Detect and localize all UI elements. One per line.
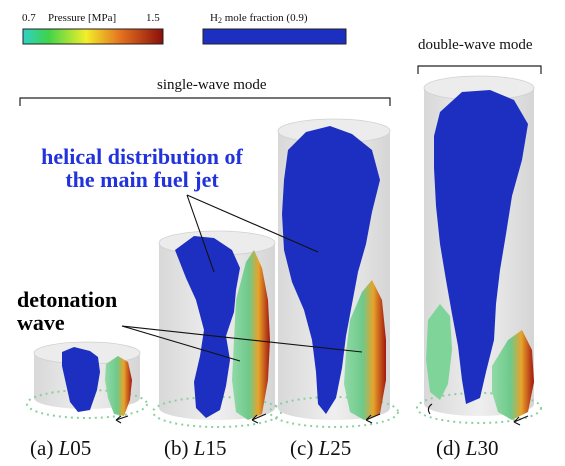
helical-leader-to-c [186,194,319,253]
helical-line-2: the main fuel jet [65,167,219,193]
helical-line-1: helical distribution of [41,144,243,169]
helical-distribution-label: helical distribution of the main fuel je… [14,145,270,191]
detonation-front-b [232,250,270,420]
fuel-jet-a [62,347,100,412]
cylinder-d [416,75,542,424]
caption-a: (a) L05 [30,436,92,460]
single-wave-bracket [19,97,391,106]
detonation-wave-label: detonation wave [17,288,117,334]
detonation-line-1: detonation [17,287,118,312]
pressure-title: Pressure [MPa] [48,12,117,24]
rotation-arrow-a [115,415,129,424]
detonation-front-left-d [426,304,452,400]
h2-fraction-swatch [202,28,347,45]
caption-d: (d) L30 [436,436,499,460]
cylinder-a [26,341,148,419]
fuel-jet-c [282,126,380,414]
rotation-arrow-c [365,413,381,424]
double-wave-bracket [417,65,542,74]
double-wave-mode-label: double-wave mode [418,37,533,53]
detonation-leader-to-c [121,325,363,353]
pressure-min-label: 0.7 [22,12,36,24]
helical-leader-to-b [186,194,215,273]
fuel-jet-d [434,90,528,404]
single-wave-mode-label: single-wave mode [157,77,267,93]
h2-legend-label: H2 mole fraction (0.9) [210,12,308,25]
fuel-jet-b [175,236,240,418]
detonation-front-a [105,356,132,416]
rotation-arrow-b [251,413,267,424]
detonation-line-2: wave [17,310,65,336]
caption-b: (b) L15 [164,436,227,460]
pressure-max-label: 1.5 [146,12,160,24]
pressure-colorbar [22,28,164,45]
caption-c: (c) L25 [290,436,352,460]
detonation-front-c [344,280,386,420]
rotation-arrow-d-left [427,403,433,415]
detonation-front-right-d [492,330,534,420]
detonation-leader-to-b [121,325,241,362]
cylinder-c [269,118,399,428]
cylinder-b [152,230,282,428]
rotation-arrow-d [513,415,529,426]
